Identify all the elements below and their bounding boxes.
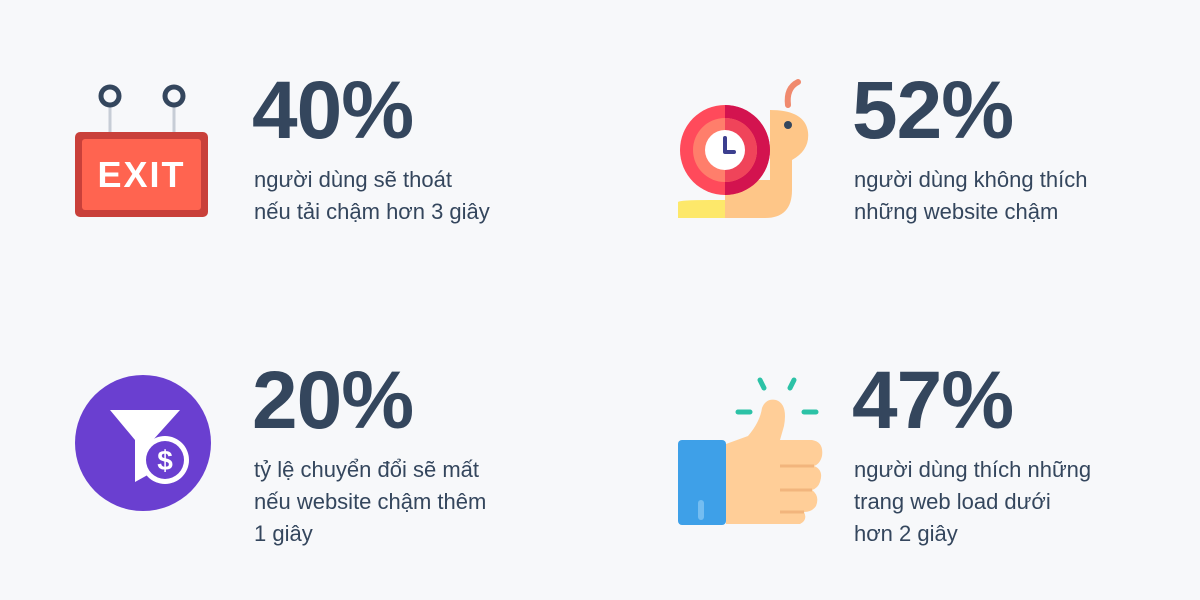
stat-value: 52% xyxy=(852,65,1014,156)
stat-description-line: hơn 2 giây xyxy=(854,521,958,546)
stat-description-line: người dùng sẽ thoát xyxy=(254,167,452,192)
svg-text:$: $ xyxy=(157,445,173,476)
stat-description-line: những website chậm xyxy=(854,199,1059,224)
stat-description: tỷ lệ chuyển đổi sẽ mất nếu website chậm… xyxy=(254,454,534,550)
stat-description-line: người dùng thích những xyxy=(854,457,1092,482)
stat-value: 40% xyxy=(252,65,414,156)
stat-description-line: tỷ lệ chuyển đổi sẽ mất xyxy=(254,457,480,482)
stat-description: người dùng không thích những website chậ… xyxy=(854,164,1134,228)
stat-card-exit: EXIT 40% người dùng sẽ thoát nếu tải chậ… xyxy=(70,70,630,310)
exit-sign-text: EXIT xyxy=(97,154,185,195)
stat-card-funnel: $ 20% tỷ lệ chuyển đổi sẽ mất nếu websit… xyxy=(70,360,630,600)
thumbs-up-icon xyxy=(670,360,830,535)
stat-description-line: nếu tải chậm hơn 3 giây xyxy=(254,199,490,224)
stat-card-snail: 52% người dùng không thích những website… xyxy=(670,70,1200,310)
funnel-dollar-icon: $ xyxy=(70,360,220,535)
stat-value: 20% xyxy=(252,355,414,446)
stat-description: người dùng sẽ thoát nếu tải chậm hơn 3 g… xyxy=(254,164,534,228)
stat-description-line: người dùng không thích xyxy=(854,167,1088,192)
stat-description-line: trang web load dưới xyxy=(854,489,1051,514)
stat-card-thumbs-up: 47% người dùng thích những trang web loa… xyxy=(670,360,1200,600)
stat-description: người dùng thích những trang web load dư… xyxy=(854,454,1134,550)
exit-sign-icon: EXIT xyxy=(70,70,220,235)
stat-description-line: nếu website chậm thêm xyxy=(254,489,487,514)
stat-value: 47% xyxy=(852,355,1014,446)
stat-description-line: 1 giây xyxy=(254,521,313,546)
snail-clock-icon xyxy=(670,70,820,235)
